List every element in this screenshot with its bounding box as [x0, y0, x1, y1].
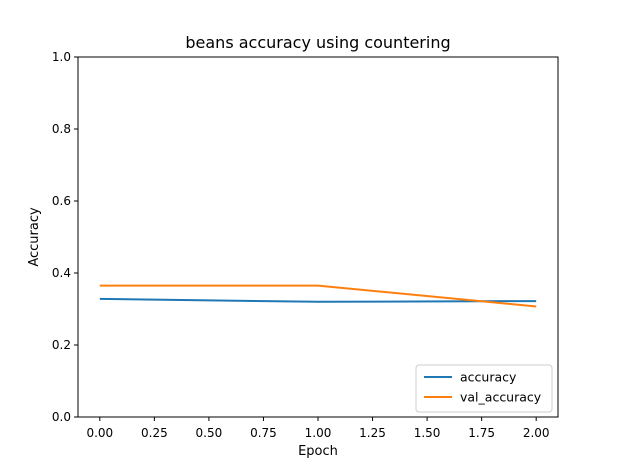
- x-tick-label: 2.00: [523, 426, 550, 440]
- x-tick-label: 1.75: [468, 426, 495, 440]
- plot-area-frame: [77, 56, 559, 418]
- legend-label-val-accuracy: val_accuracy: [460, 390, 542, 405]
- x-axis-label: Epoch: [298, 444, 338, 459]
- x-tick-label: 1.00: [305, 426, 332, 440]
- x-tick-label: 1.25: [359, 426, 386, 440]
- x-tick-label: 0.00: [86, 426, 113, 440]
- x-axis-ticks: 0.00 0.25 0.50 0.75 1.00 1.25 1.50 1.75 2.00: [86, 417, 550, 440]
- chart-title: beans accuracy using countering: [185, 33, 450, 52]
- x-tick-label: 0.75: [250, 426, 277, 440]
- series-line-val-accuracy: [99, 284, 537, 308]
- series-line-accuracy: [99, 297, 537, 303]
- series-lines: [99, 284, 537, 308]
- legend: accuracy val_accuracy: [415, 364, 553, 413]
- y-tick-label: 0.2: [52, 338, 71, 352]
- y-tick-label: 0.8: [52, 122, 71, 136]
- y-axis-ticks: 0.0 0.2 0.4 0.6 0.8 1.0: [52, 50, 78, 424]
- x-tick-label: 0.50: [196, 426, 223, 440]
- y-tick-label: 0.6: [52, 194, 71, 208]
- x-tick-label: 1.50: [414, 426, 441, 440]
- y-tick-label: 1.0: [52, 50, 71, 64]
- y-axis-label: Accuracy: [27, 207, 42, 267]
- x-tick-label: 0.25: [141, 426, 168, 440]
- y-tick-label: 0.4: [52, 266, 71, 280]
- legend-label-accuracy: accuracy: [460, 370, 517, 385]
- y-tick-label: 0.0: [52, 410, 71, 424]
